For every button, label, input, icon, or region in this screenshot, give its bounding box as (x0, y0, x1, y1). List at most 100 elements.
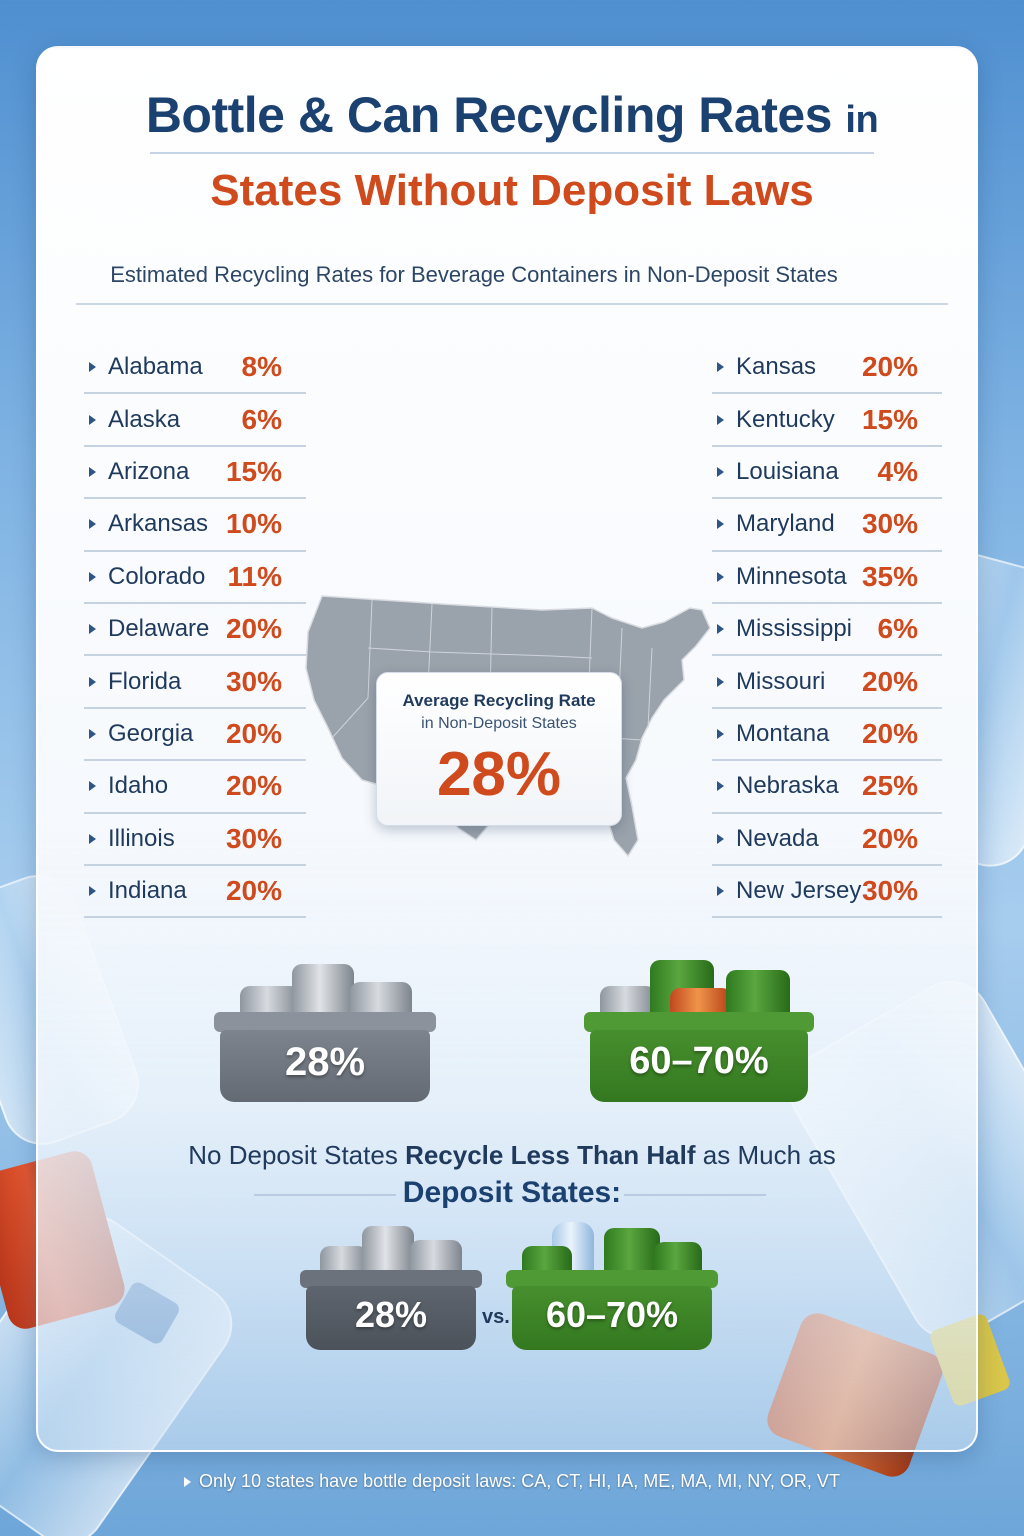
list-item: Indiana 20% (84, 866, 306, 919)
tagline-divider-right (624, 1194, 766, 1196)
bin-rim (214, 1012, 436, 1032)
list-item: Idaho 20% (84, 761, 306, 814)
title-main: Bottle & Can Recycling Rates (145, 87, 833, 143)
bullet-arrow-icon (717, 886, 724, 897)
state-rate: 20% (225, 770, 282, 802)
list-item: Arkansas 10% (84, 499, 306, 552)
state-name: Minnesota (736, 562, 847, 590)
list-item: Florida 30% (84, 656, 306, 709)
list-item: Georgia 20% (84, 709, 306, 762)
bullet-arrow-icon (717, 781, 724, 792)
bullet-arrow-icon (89, 781, 96, 792)
state-name: Arizona (108, 457, 190, 485)
bullet-arrow-icon (717, 362, 724, 373)
footer-text: Only 10 states have bottle deposit laws:… (199, 1471, 840, 1491)
bullet-arrow-icon (717, 466, 724, 477)
non-deposit-rate-label: 28% (354, 1294, 428, 1335)
state-name: Mississippi (736, 615, 853, 643)
deposit-rate-label: 60–70% (545, 1294, 679, 1335)
bullet-arrow-icon (717, 728, 724, 739)
bin-rim (584, 1012, 814, 1032)
deposit-bin-top: 60–70% (584, 960, 814, 1102)
non-deposit-bin-top: 28% (214, 960, 436, 1102)
state-list-right: Kansas 20% Kentucky 15% Louisiana 4% Maryla… (712, 342, 942, 919)
bullet-arrow-icon (89, 886, 96, 897)
state-name: Alaska (108, 405, 181, 433)
bullet-arrow-icon (89, 676, 96, 687)
bullet-arrow-icon (89, 624, 96, 635)
bullet-arrow-icon (89, 728, 96, 739)
bullet-arrow-icon (717, 414, 724, 425)
bullet-arrow-icon (89, 519, 96, 530)
state-rate: 11% (227, 560, 283, 592)
list-item: Alabama 8% (84, 342, 306, 395)
title-suffix: in (845, 99, 879, 141)
list-item: Kentucky 15% (712, 394, 942, 447)
average-rate-title: Average Recycling Rate (402, 691, 596, 710)
deposit-rate-label: 60–70% (629, 1040, 769, 1082)
footer-note: Only 10 states have bottle deposit laws:… (0, 1471, 1024, 1492)
state-name: Maryland (736, 510, 835, 538)
list-item: Nevada 20% (712, 814, 942, 866)
state-rate: 30% (225, 822, 282, 854)
state-name: Florida (108, 667, 182, 695)
tagline-emphasis: Recycle Less Than Half (405, 1140, 696, 1170)
bullet-arrow-icon (89, 414, 96, 425)
bullet-arrow-icon (717, 519, 724, 530)
average-rate-subtitle: in Non-Deposit States (421, 715, 577, 732)
state-rate: 6% (877, 613, 918, 645)
bin-body (512, 1286, 712, 1350)
state-rate: 15% (225, 455, 282, 487)
deposit-bin-bottom: 60–70% (506, 1222, 718, 1350)
bullet-arrow-icon (89, 466, 96, 477)
comparison-tagline: No Deposit States Recycle Less Than Half… (0, 1140, 1024, 1171)
vs-label: vs. (482, 1306, 510, 1328)
list-item: Mississippi 6% (712, 604, 942, 657)
state-rate: 10% (225, 508, 282, 540)
bin-body (590, 1030, 808, 1102)
list-item: Maryland 30% (712, 499, 942, 552)
state-rate: 35% (861, 560, 918, 592)
list-item: Minnesota 35% (712, 552, 942, 604)
bullet-arrow-icon (184, 1477, 192, 1487)
list-item: Alaska 6% (84, 394, 306, 447)
state-name: Delaware (108, 615, 210, 643)
state-name: Georgia (108, 719, 194, 747)
state-rate: 20% (861, 717, 918, 749)
state-name: Alabama (108, 353, 203, 381)
state-name: Missouri (736, 667, 826, 695)
bullet-arrow-icon (89, 571, 96, 582)
state-name: Idaho (108, 772, 169, 800)
list-item: Colorado 11% (84, 552, 306, 604)
bullet-arrow-icon (717, 676, 724, 687)
state-rate: 30% (225, 665, 282, 697)
state-name: Kentucky (736, 405, 835, 433)
list-item: New Jersey 30% (712, 866, 942, 919)
state-name: Arkansas (108, 510, 209, 538)
state-rate: 30% (861, 875, 918, 907)
bullet-arrow-icon (717, 624, 724, 635)
comparison-tagline-line2: Deposit States: (402, 1176, 622, 1209)
non-deposit-rate-label: 28% (284, 1040, 366, 1084)
state-list-left: Alabama 8% Alaska 6% Arizona 15% Arkansas 10… (84, 342, 306, 919)
bullet-arrow-icon (89, 833, 96, 844)
page-title: Bottle & Can Recycling Rates in (0, 86, 1024, 144)
state-rate: 25% (861, 770, 918, 802)
state-name: Kansas (736, 353, 817, 381)
bin-rim (300, 1270, 482, 1288)
list-item: Missouri 20% (712, 656, 942, 709)
tagline-divider-left (254, 1194, 396, 1196)
state-name: Illinois (108, 824, 175, 852)
state-rate: 15% (861, 403, 918, 435)
list-item: Louisiana 4% (712, 447, 942, 500)
state-rate: 20% (225, 875, 282, 907)
subtitle-divider (76, 303, 948, 305)
title-divider (150, 152, 874, 154)
list-item: Kansas 20% (712, 342, 942, 395)
state-name: Colorado (108, 562, 206, 590)
list-item: Montana 20% (712, 709, 942, 762)
state-name: Montana (736, 719, 830, 747)
state-name: New Jersey (736, 877, 862, 905)
bullet-arrow-icon (717, 833, 724, 844)
state-name: Indiana (108, 877, 187, 905)
